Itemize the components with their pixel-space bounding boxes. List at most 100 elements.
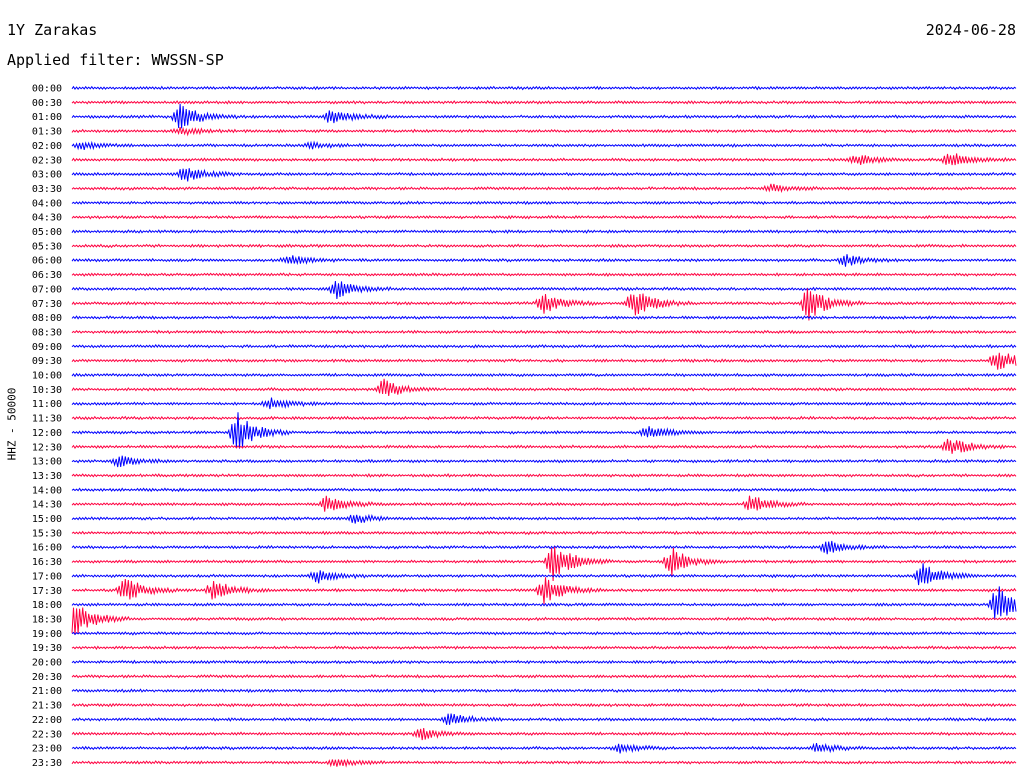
seismic-trace-row xyxy=(71,586,1017,619)
row-time-label: 19:00 xyxy=(32,629,62,640)
seismic-trace-row xyxy=(71,372,1017,378)
row-time-label: 14:00 xyxy=(32,485,62,496)
row-time-label: 17:30 xyxy=(32,586,62,597)
row-time-label: 13:00 xyxy=(32,457,62,468)
seismic-trace-row xyxy=(71,200,1017,206)
row-time-label: 18:00 xyxy=(32,600,62,611)
row-time-label: 21:30 xyxy=(32,701,62,712)
row-time-label: 03:30 xyxy=(32,184,62,195)
row-time-label: 10:00 xyxy=(32,371,62,382)
seismic-trace-row xyxy=(71,607,1017,635)
row-time-label: 19:30 xyxy=(32,643,62,654)
row-time-label: 02:00 xyxy=(32,141,62,152)
row-time-label: 08:00 xyxy=(32,313,62,324)
seismic-trace-row xyxy=(71,713,1017,725)
seismic-trace-row xyxy=(71,513,1017,524)
row-time-label: 10:30 xyxy=(32,385,62,396)
seismic-trace-row xyxy=(71,577,1017,605)
seismic-trace-row xyxy=(71,702,1017,708)
seismic-trace-row xyxy=(71,412,1017,449)
seismic-trace-row xyxy=(71,630,1017,636)
seismic-trace-row xyxy=(71,688,1017,694)
row-time-label: 04:30 xyxy=(32,213,62,224)
seismic-trace-row xyxy=(71,229,1017,235)
seismic-trace-row xyxy=(71,546,1017,582)
seismic-trace-row xyxy=(71,214,1017,220)
seismic-trace-row xyxy=(71,472,1017,478)
row-time-label: 07:30 xyxy=(32,299,62,310)
row-time-label: 04:00 xyxy=(32,198,62,209)
seismic-trace-row xyxy=(71,378,1017,396)
seismic-trace-row xyxy=(71,183,1017,194)
seismic-trace-row xyxy=(71,758,1017,768)
seismic-trace-row xyxy=(71,168,1017,182)
seismic-trace-row xyxy=(71,315,1017,320)
seismic-trace-row xyxy=(71,343,1017,349)
seismic-trace-row xyxy=(71,742,1017,754)
seismic-trace-row xyxy=(71,645,1017,650)
row-time-label: 12:00 xyxy=(32,428,62,439)
filter-label: Applied filter: WWSSN-SP xyxy=(7,51,224,69)
date-label: 2024-06-28 xyxy=(925,21,1016,39)
row-time-label: 09:30 xyxy=(32,356,62,367)
row-time-label: 15:00 xyxy=(32,514,62,525)
seismic-trace-row xyxy=(71,659,1017,665)
row-time-label: 14:30 xyxy=(32,500,62,511)
row-time-label: 22:30 xyxy=(32,729,62,740)
row-time-label: 06:30 xyxy=(32,270,62,281)
row-time-label: 23:00 xyxy=(32,744,62,755)
row-time-label: 05:00 xyxy=(32,227,62,238)
seismic-trace-row xyxy=(71,243,1017,249)
seismic-trace-row xyxy=(71,415,1017,421)
row-time-label: 02:30 xyxy=(32,155,62,166)
seismic-trace-row xyxy=(71,530,1017,536)
row-time-label: 01:00 xyxy=(32,112,62,123)
seismic-trace-row xyxy=(71,397,1017,410)
row-time-label: 09:00 xyxy=(32,342,62,353)
seismic-trace-row xyxy=(71,85,1017,91)
row-time-label: 06:00 xyxy=(32,256,62,267)
seismic-trace-row xyxy=(71,728,1017,741)
row-time-label: 11:30 xyxy=(32,414,62,425)
seismic-trace-row xyxy=(71,352,1017,370)
row-time-label: 22:00 xyxy=(32,715,62,726)
row-time-label: 03:00 xyxy=(32,170,62,181)
row-time-label: 11:00 xyxy=(32,399,62,410)
row-time-label: 20:00 xyxy=(32,658,62,669)
seismic-trace-row xyxy=(71,140,1017,151)
seismic-trace-row xyxy=(71,329,1017,335)
seismic-trace-row xyxy=(71,288,1017,321)
station-title: 1Y Zarakas xyxy=(7,21,98,39)
row-time-label: 05:30 xyxy=(32,241,62,252)
row-time-label: 01:30 xyxy=(32,127,62,138)
seismic-trace-row xyxy=(71,563,1017,586)
row-time-label: 18:30 xyxy=(32,614,62,625)
seismic-trace-row xyxy=(71,487,1017,493)
seismic-trace-row xyxy=(71,438,1017,454)
seismic-trace-row xyxy=(71,254,1017,267)
seismic-trace-row xyxy=(71,99,1017,105)
row-time-label: 16:00 xyxy=(32,543,62,554)
seismic-trace-row xyxy=(71,126,1017,137)
seismic-trace-row xyxy=(71,281,1017,299)
seismic-trace-row xyxy=(71,103,1017,129)
row-time-label: 00:30 xyxy=(32,98,62,109)
row-time-label: 17:00 xyxy=(32,571,62,582)
seismic-trace-row xyxy=(71,153,1017,166)
row-time-label: 08:30 xyxy=(32,327,62,338)
row-time-label: 21:00 xyxy=(32,686,62,697)
row-time-label: 12:30 xyxy=(32,442,62,453)
seismic-trace-row xyxy=(71,495,1017,512)
seismic-trace-row xyxy=(71,674,1017,679)
row-time-label: 20:30 xyxy=(32,672,62,683)
seismic-trace-row xyxy=(71,272,1017,277)
row-time-label: 13:30 xyxy=(32,471,62,482)
row-time-label: 16:30 xyxy=(32,557,62,568)
row-time-label: 23:30 xyxy=(32,758,62,769)
seismic-trace-row xyxy=(71,540,1017,555)
row-time-label: 07:00 xyxy=(32,284,62,295)
row-time-label: 00:00 xyxy=(32,84,62,95)
seismic-trace-row xyxy=(71,455,1017,468)
row-time-label: 15:30 xyxy=(32,528,62,539)
